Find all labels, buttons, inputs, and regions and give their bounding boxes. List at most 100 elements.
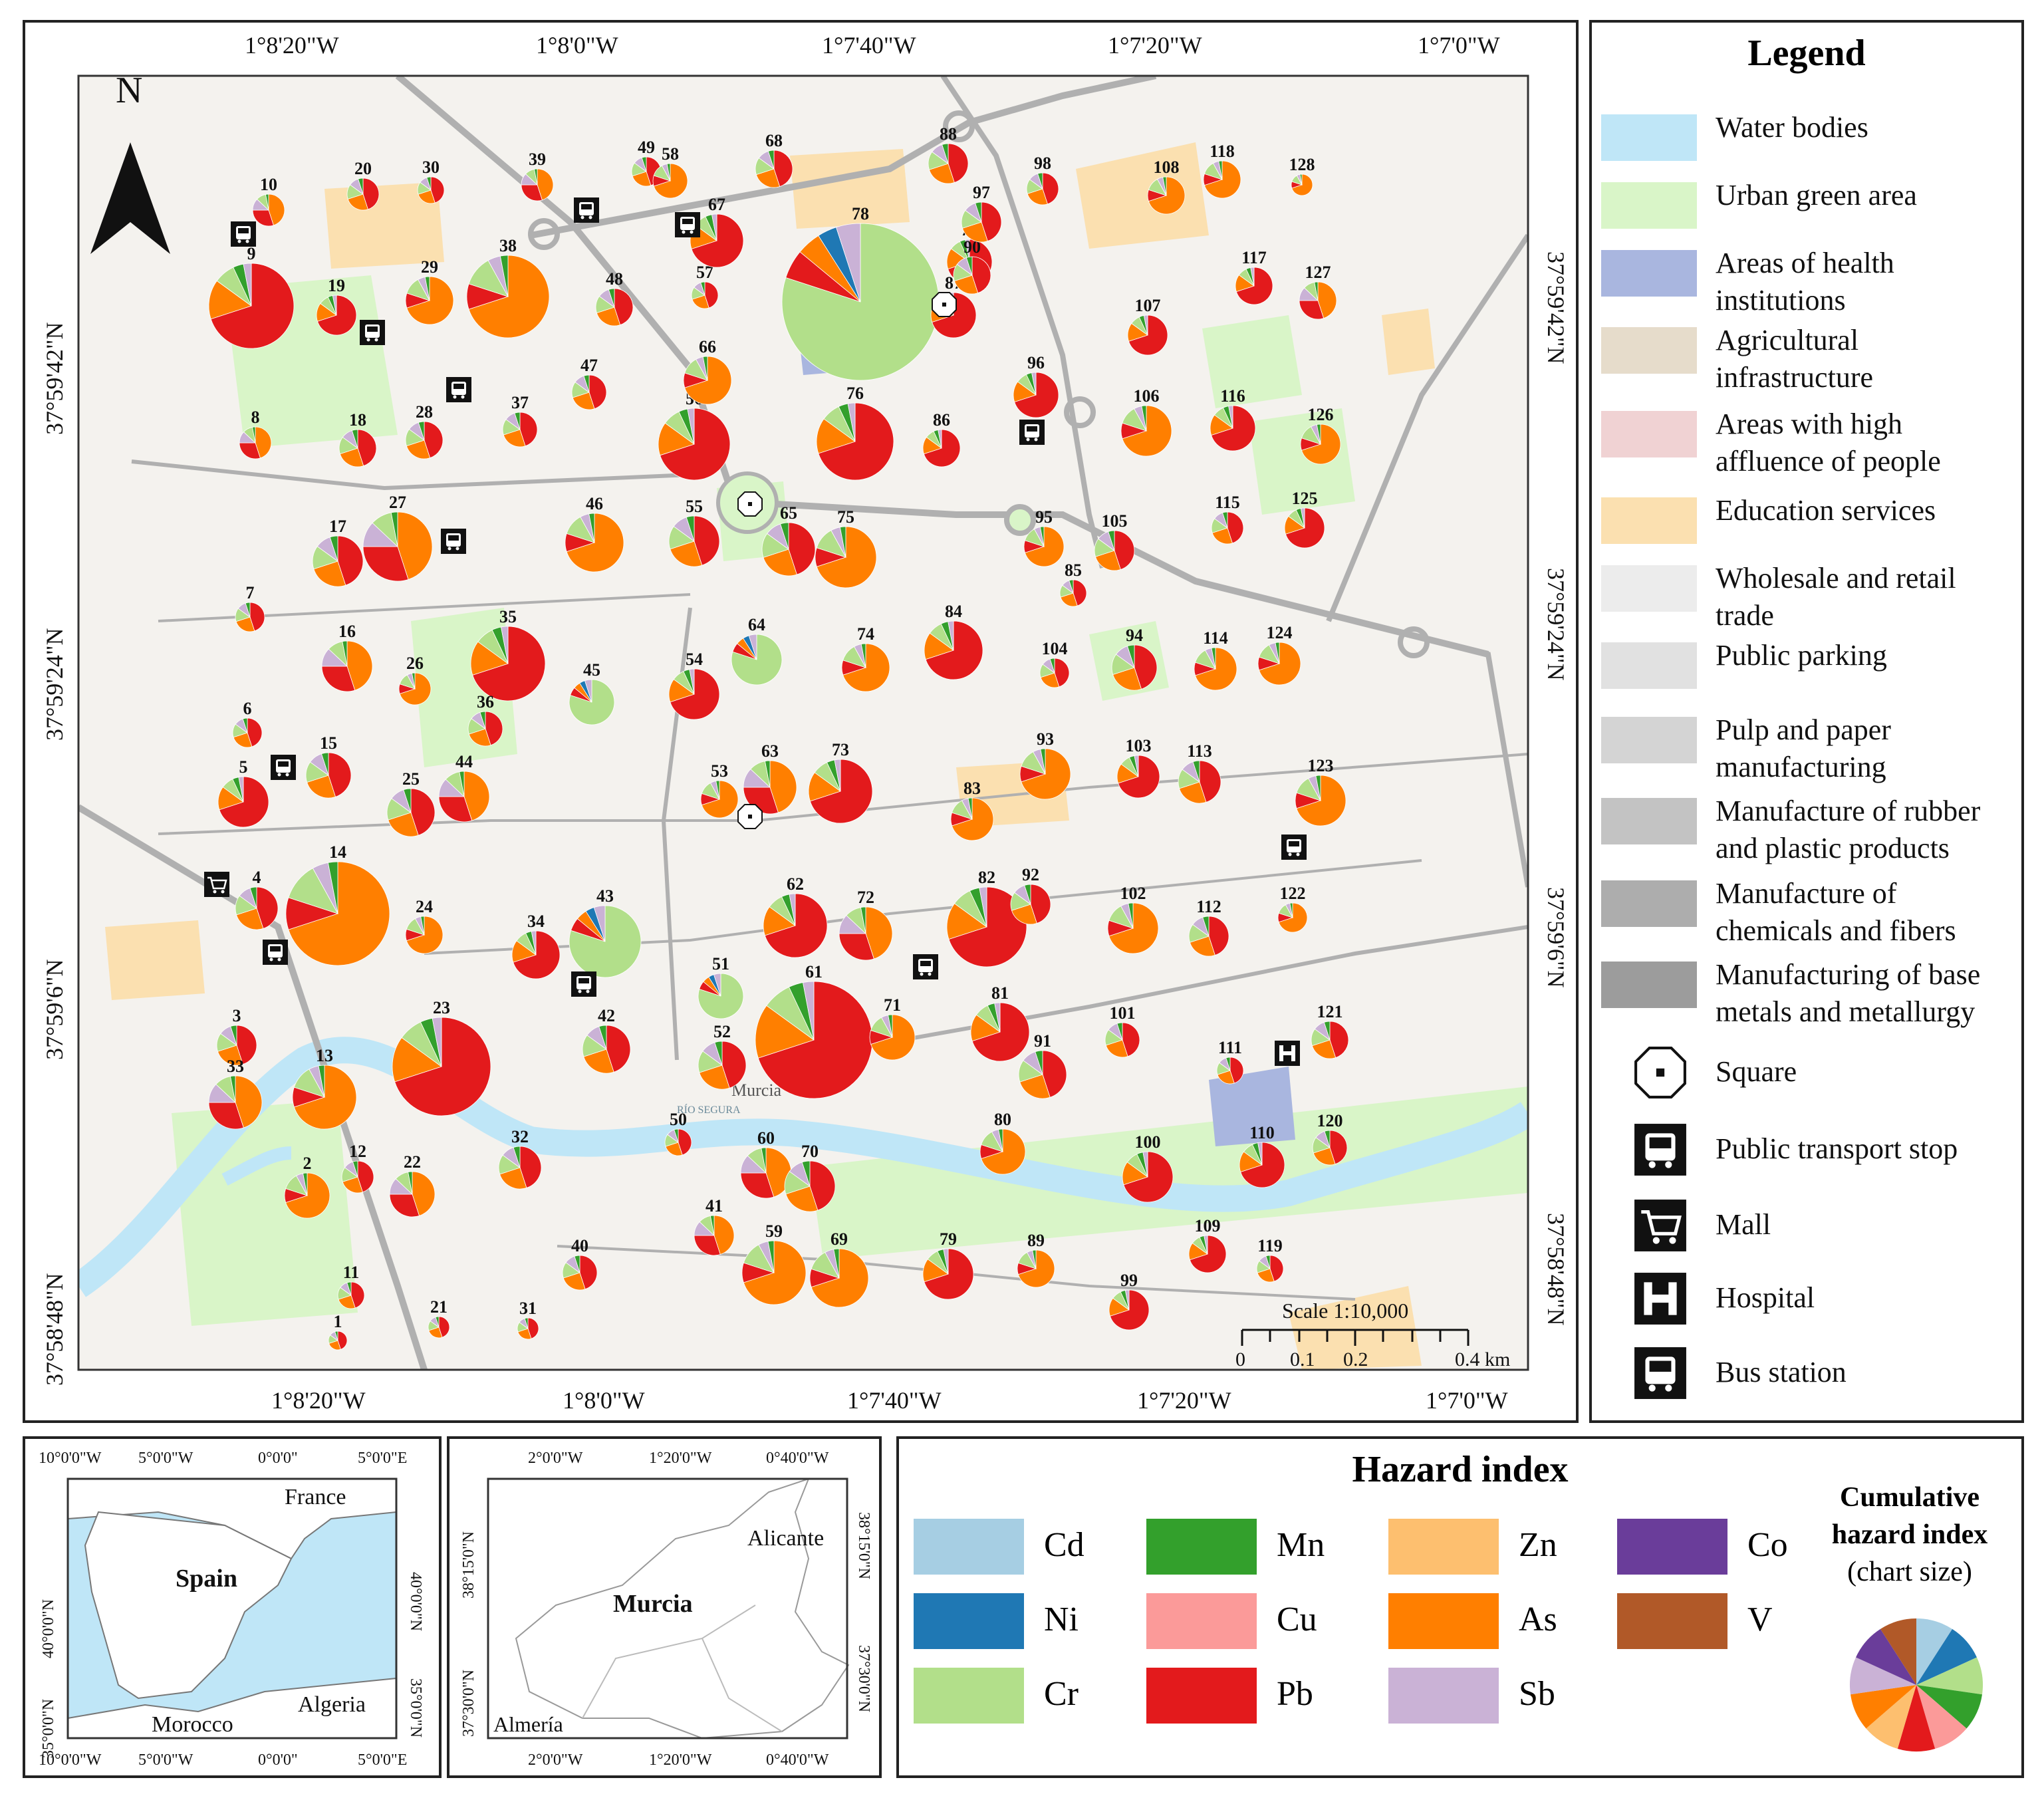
sample-site-24[interactable]: 24 bbox=[405, 897, 444, 954]
sample-site-68[interactable]: 68 bbox=[755, 131, 793, 188]
sample-site-37[interactable]: 37 bbox=[502, 393, 538, 448]
sample-site-59[interactable]: 59 bbox=[741, 1221, 807, 1305]
sample-site-65[interactable]: 65 bbox=[761, 503, 816, 577]
sample-site-84[interactable]: 84 bbox=[924, 602, 983, 680]
sample-site-57[interactable]: 57 bbox=[691, 263, 719, 309]
sample-site-111[interactable]: 111 bbox=[1216, 1038, 1244, 1085]
sample-site-31[interactable]: 31 bbox=[517, 1299, 539, 1340]
sample-site-4[interactable]: 4 bbox=[235, 868, 279, 930]
sample-site-107[interactable]: 107 bbox=[1127, 296, 1168, 356]
sample-site-127[interactable]: 127 bbox=[1299, 263, 1337, 320]
sample-site-74[interactable]: 74 bbox=[841, 624, 890, 692]
sample-site-39[interactable]: 39 bbox=[521, 150, 554, 201]
sample-site-95[interactable]: 95 bbox=[1023, 507, 1065, 567]
sample-site-19[interactable]: 19 bbox=[316, 276, 357, 336]
sample-site-8[interactable]: 8 bbox=[239, 408, 272, 459]
sample-site-51[interactable]: 51 bbox=[698, 954, 744, 1019]
sample-site-69[interactable]: 69 bbox=[809, 1229, 869, 1308]
sample-site-86[interactable]: 86 bbox=[922, 410, 961, 467]
sample-site-64[interactable]: 64 bbox=[731, 615, 783, 686]
sample-site-13[interactable]: 13 bbox=[292, 1046, 357, 1130]
sample-site-16[interactable]: 16 bbox=[321, 622, 373, 692]
sample-site-93[interactable]: 93 bbox=[1019, 729, 1071, 800]
bus-stop-icon[interactable] bbox=[574, 197, 599, 223]
sample-site-71[interactable]: 71 bbox=[869, 995, 916, 1061]
sample-site-17[interactable]: 17 bbox=[312, 517, 364, 587]
sample-site-101[interactable]: 101 bbox=[1104, 1003, 1140, 1058]
sample-site-112[interactable]: 112 bbox=[1188, 897, 1229, 957]
sample-site-47[interactable]: 47 bbox=[571, 356, 607, 410]
sample-site-100[interactable]: 100 bbox=[1122, 1132, 1174, 1203]
sample-site-109[interactable]: 109 bbox=[1188, 1216, 1227, 1273]
sample-site-15[interactable]: 15 bbox=[305, 733, 352, 799]
sample-site-20[interactable]: 20 bbox=[346, 159, 380, 211]
sample-site-124[interactable]: 124 bbox=[1257, 623, 1301, 686]
sample-site-23[interactable]: 23 bbox=[392, 998, 491, 1116]
sample-site-33[interactable]: 33 bbox=[208, 1057, 263, 1130]
sample-site-70[interactable]: 70 bbox=[784, 1142, 836, 1212]
sample-site-125[interactable]: 125 bbox=[1284, 489, 1325, 549]
sample-site-7[interactable]: 7 bbox=[235, 583, 265, 632]
sample-site-54[interactable]: 54 bbox=[668, 650, 720, 720]
sample-site-83[interactable]: 83 bbox=[950, 779, 994, 841]
sample-site-115[interactable]: 115 bbox=[1211, 493, 1244, 545]
sample-site-21[interactable]: 21 bbox=[428, 1297, 450, 1339]
sample-site-25[interactable]: 25 bbox=[386, 769, 436, 837]
sample-site-62[interactable]: 62 bbox=[763, 874, 828, 958]
sample-site-76[interactable]: 76 bbox=[816, 384, 894, 481]
sample-site-36[interactable]: 36 bbox=[467, 692, 503, 747]
sample-site-3[interactable]: 3 bbox=[216, 1006, 257, 1066]
bus-stop-icon[interactable] bbox=[441, 529, 466, 554]
sample-site-34[interactable]: 34 bbox=[511, 912, 561, 979]
sample-site-14[interactable]: 14 bbox=[285, 842, 390, 966]
square-plaza-icon[interactable] bbox=[737, 491, 763, 517]
sample-site-35[interactable]: 35 bbox=[470, 607, 546, 702]
sample-site-91[interactable]: 91 bbox=[1018, 1031, 1067, 1099]
sample-site-126[interactable]: 126 bbox=[1300, 405, 1341, 465]
sample-site-102[interactable]: 102 bbox=[1107, 884, 1159, 954]
sample-site-123[interactable]: 123 bbox=[1295, 756, 1346, 827]
sample-site-106[interactable]: 106 bbox=[1120, 386, 1172, 457]
sample-site-63[interactable]: 63 bbox=[743, 741, 797, 815]
sample-site-11[interactable]: 11 bbox=[337, 1263, 365, 1309]
sample-site-5[interactable]: 5 bbox=[217, 757, 269, 828]
sample-site-12[interactable]: 12 bbox=[341, 1142, 374, 1194]
sample-site-22[interactable]: 22 bbox=[389, 1152, 436, 1218]
sample-site-52[interactable]: 52 bbox=[698, 1022, 747, 1090]
sample-site-120[interactable]: 120 bbox=[1312, 1111, 1348, 1166]
sample-site-75[interactable]: 75 bbox=[815, 507, 877, 588]
sample-site-78[interactable]: 78 bbox=[781, 204, 940, 381]
sample-site-88[interactable]: 88 bbox=[928, 124, 969, 184]
bus-stop-icon[interactable] bbox=[1019, 420, 1045, 445]
bus-station-icon[interactable] bbox=[263, 940, 288, 965]
sample-site-41[interactable]: 41 bbox=[694, 1196, 735, 1256]
sample-site-82[interactable]: 82 bbox=[946, 868, 1027, 967]
map-svg[interactable]: Murcia RÍO SEGURA 1234567891011121314151… bbox=[25, 23, 1576, 1420]
sample-site-32[interactable]: 32 bbox=[498, 1127, 542, 1190]
bus-stop-icon[interactable] bbox=[571, 971, 596, 997]
sample-site-73[interactable]: 73 bbox=[808, 740, 873, 824]
sample-site-103[interactable]: 103 bbox=[1116, 736, 1160, 799]
sample-site-128[interactable]: 128 bbox=[1289, 155, 1315, 196]
sample-site-94[interactable]: 94 bbox=[1111, 626, 1158, 691]
sample-site-122[interactable]: 122 bbox=[1277, 884, 1308, 933]
sample-site-44[interactable]: 44 bbox=[438, 752, 490, 823]
sample-site-29[interactable]: 29 bbox=[405, 257, 454, 325]
sample-site-105[interactable]: 105 bbox=[1094, 511, 1135, 571]
sample-site-66[interactable]: 66 bbox=[683, 337, 732, 405]
sample-site-45[interactable]: 45 bbox=[569, 660, 615, 725]
sample-site-90[interactable]: 90 bbox=[953, 237, 991, 295]
bus-stop-icon[interactable] bbox=[1281, 835, 1307, 860]
sample-site-10[interactable]: 10 bbox=[252, 175, 285, 227]
sample-site-104[interactable]: 104 bbox=[1039, 639, 1070, 688]
bus-stop-icon[interactable] bbox=[360, 320, 385, 345]
square-plaza-icon[interactable] bbox=[737, 804, 763, 829]
sample-site-118[interactable]: 118 bbox=[1203, 142, 1241, 199]
sample-site-85[interactable]: 85 bbox=[1059, 561, 1087, 607]
sample-site-53[interactable]: 53 bbox=[700, 761, 739, 819]
cart-icon[interactable] bbox=[204, 872, 229, 897]
sample-site-92[interactable]: 92 bbox=[1010, 865, 1051, 925]
bus-stop-icon[interactable] bbox=[913, 954, 938, 979]
sample-site-27[interactable]: 27 bbox=[362, 493, 433, 582]
sample-site-81[interactable]: 81 bbox=[970, 983, 1030, 1062]
